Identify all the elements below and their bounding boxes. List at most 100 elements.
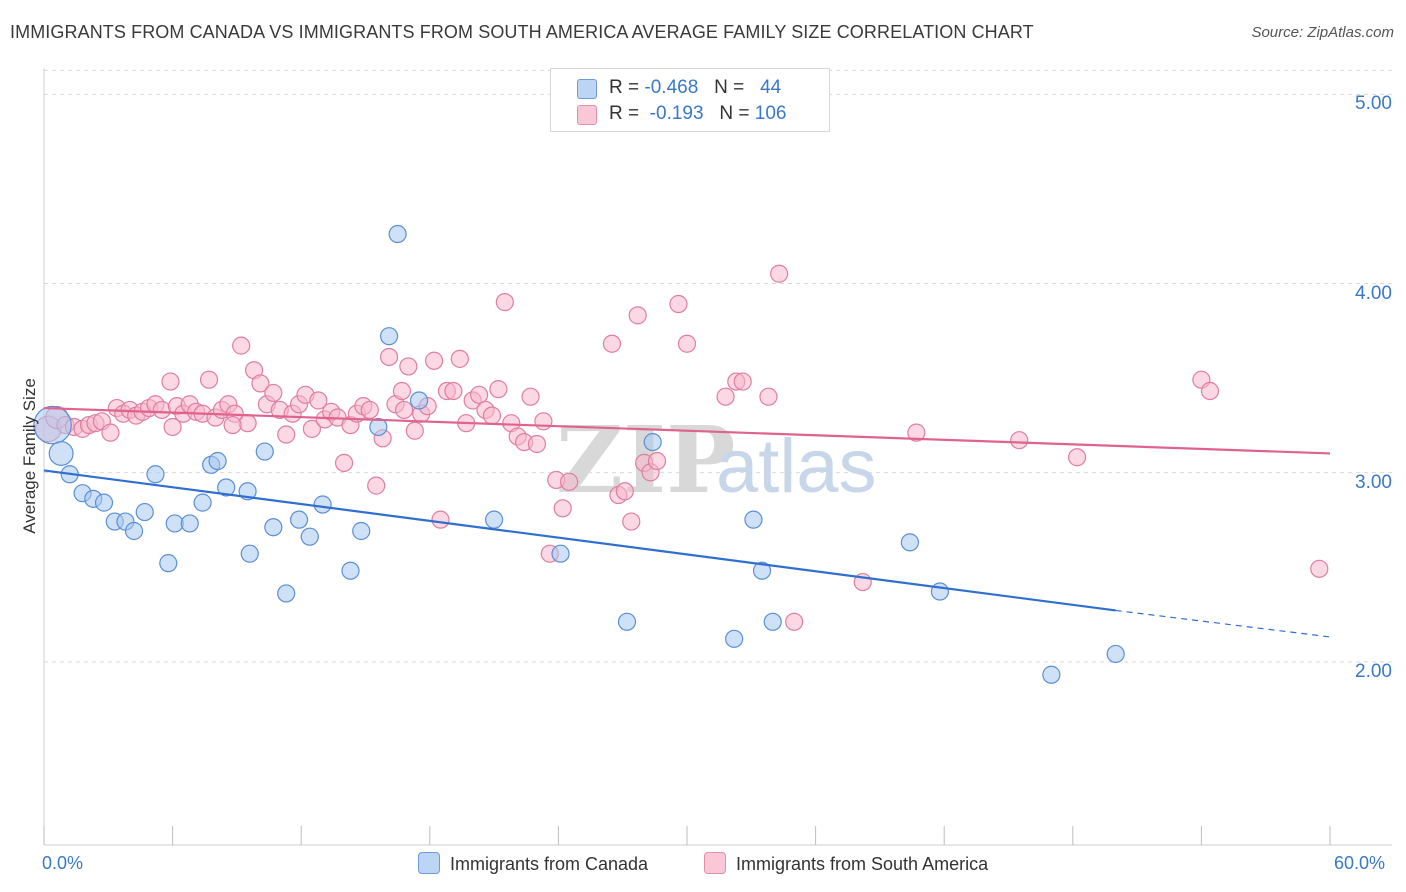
point-canada — [255, 442, 274, 461]
point-south-america — [277, 425, 296, 444]
x-tick-label-max: 60.0% — [1334, 853, 1386, 873]
legend-swatch-canada — [577, 79, 597, 99]
point-canada — [300, 527, 319, 546]
point-south-america — [394, 400, 414, 420]
watermark-atlas: atlas — [716, 424, 877, 509]
point-canada — [94, 493, 114, 512]
point-south-america — [450, 349, 469, 368]
point-canada — [193, 493, 212, 512]
trend-line-south-america — [43, 406, 1331, 455]
bottom-legend-south-america: Immigrants from South America — [704, 852, 988, 875]
point-south-america — [334, 453, 354, 473]
point-south-america — [602, 334, 622, 353]
point-south-america — [907, 423, 926, 442]
legend-r-label-south-america: R = — [609, 103, 640, 124]
point-canada — [388, 224, 407, 244]
legend-r-label-canada: R = — [609, 77, 640, 98]
point-south-america — [1010, 431, 1029, 450]
point-south-america — [521, 387, 540, 406]
bottom-legend-label-canada: Immigrants from Canada — [450, 854, 649, 874]
point-canada — [264, 518, 283, 537]
point-south-america — [444, 381, 463, 401]
legend-n-label-south-america: N = — [719, 103, 750, 124]
point-south-america — [469, 385, 489, 404]
point-south-america — [302, 419, 322, 438]
point-south-america — [716, 387, 735, 406]
trend-line-canada-extension — [1115, 609, 1331, 638]
point-south-america — [232, 336, 251, 355]
point-south-america — [264, 383, 283, 403]
point-canada — [277, 584, 296, 603]
point-south-america — [399, 357, 418, 376]
point-south-america — [733, 372, 752, 391]
x-ticks — [43, 826, 1331, 845]
y-axis-label: Average Family Size — [20, 378, 39, 534]
point-south-america — [101, 423, 120, 442]
point-south-america — [785, 612, 804, 631]
point-canada — [744, 510, 763, 529]
correlation-legend: R = -0.468 N = 44 R = -0.193 N = 106 — [550, 68, 830, 132]
point-south-america — [482, 406, 502, 425]
point-canada — [617, 612, 637, 631]
point-canada — [485, 510, 504, 529]
point-south-america — [647, 451, 667, 471]
x-tick-label-min: 0.0% — [42, 853, 84, 873]
point-south-america — [199, 370, 219, 389]
y-tick-label: 2.00 — [1355, 660, 1392, 682]
point-south-america — [309, 391, 328, 410]
point-canada — [725, 629, 744, 648]
point-canada — [313, 495, 332, 514]
point-south-america — [251, 374, 270, 393]
point-south-america — [163, 417, 182, 437]
point-south-america — [534, 412, 553, 431]
bottom-legend-label-south-america: Immigrants from South America — [736, 854, 989, 874]
point-canada — [208, 451, 227, 471]
source-label: Source: ZipAtlas.com — [1251, 24, 1394, 41]
point-canada — [352, 521, 371, 541]
point-south-america — [152, 400, 171, 420]
point-south-america — [1067, 448, 1087, 467]
y-tick-label: 5.00 — [1355, 93, 1392, 115]
legend-n-value-canada: 44 — [760, 77, 782, 98]
point-south-america — [424, 351, 444, 370]
point-south-america — [770, 264, 789, 283]
point-canada — [159, 554, 178, 573]
watermark: ZIP atlas — [556, 406, 877, 514]
trend-lines — [43, 406, 1331, 638]
point-south-america — [615, 482, 634, 501]
point-canada — [900, 533, 920, 552]
bottom-legend-swatch-south-america — [704, 852, 726, 874]
point-canada — [135, 502, 154, 522]
legend-n-value-south-america: 106 — [754, 103, 787, 124]
point-south-america — [489, 380, 508, 399]
point-south-america — [238, 414, 257, 433]
bottom-legend-swatch-canada — [418, 852, 440, 874]
point-canada — [146, 465, 165, 484]
y-tick-label: 3.00 — [1355, 471, 1392, 493]
point-south-america — [622, 512, 641, 531]
y-tick-label: 4.00 — [1355, 282, 1392, 304]
point-south-america — [560, 472, 579, 491]
bottom-legend-canada: Immigrants from Canada — [418, 852, 648, 875]
point-canada — [48, 440, 74, 466]
point-south-america — [379, 347, 399, 367]
trend-line-canada — [43, 469, 1116, 612]
point-south-america — [553, 499, 572, 518]
point-canada — [180, 514, 199, 533]
legend-swatch-south-america — [577, 105, 597, 125]
legend-r-value-south-america: -0.193 — [649, 103, 704, 124]
point-south-america — [367, 476, 386, 495]
point-south-america — [405, 421, 424, 440]
point-south-america — [669, 294, 688, 314]
point-south-america — [161, 372, 180, 391]
point-canada — [341, 561, 360, 580]
point-south-america — [431, 510, 450, 529]
point-canada — [124, 521, 144, 541]
legend-r-value-canada: -0.468 — [644, 77, 699, 98]
point-south-america — [1200, 381, 1220, 401]
point-canada — [930, 582, 950, 601]
point-canada — [409, 391, 429, 410]
point-south-america — [392, 381, 412, 401]
point-canada — [1106, 644, 1125, 664]
